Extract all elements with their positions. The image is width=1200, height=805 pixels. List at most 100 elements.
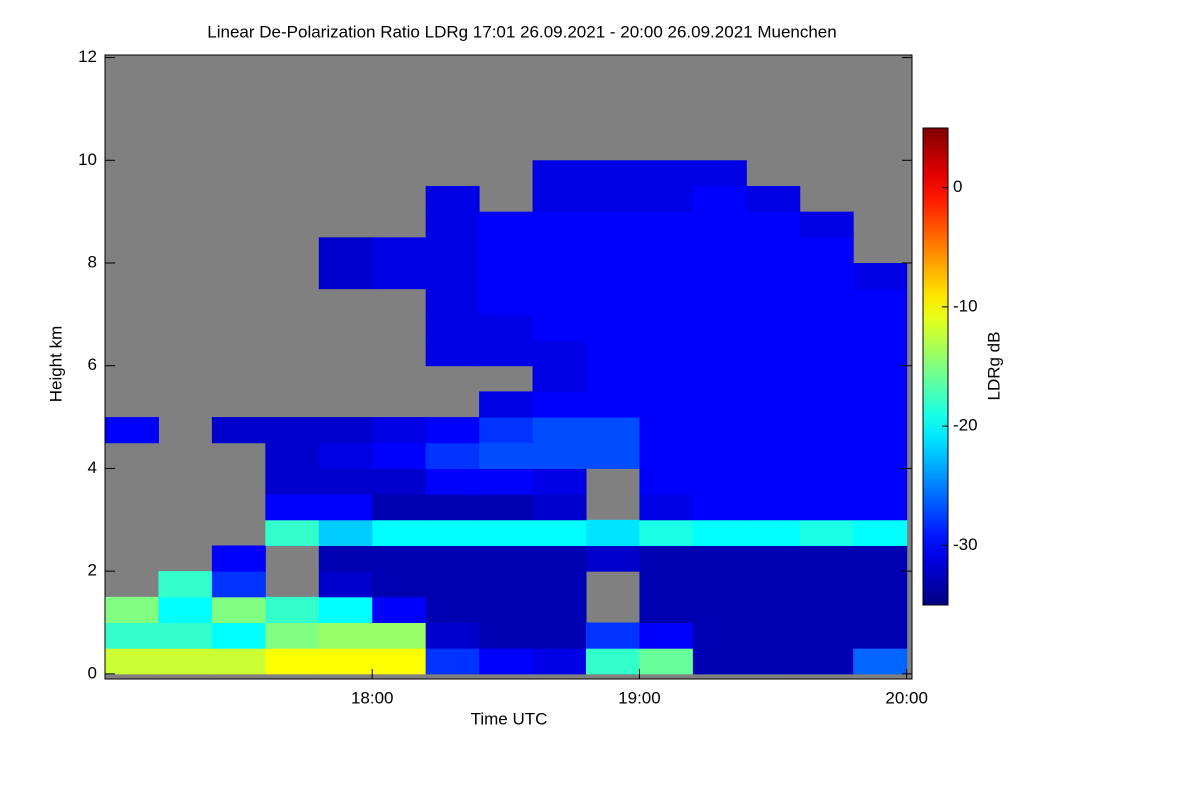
heatmap-cell [799,494,854,521]
heatmap-cell [265,596,320,624]
heatmap-cell [853,314,908,341]
heatmap-cell [585,211,640,238]
heatmap-cell [799,571,854,598]
heatmap-cell [479,211,534,238]
heatmap-cell [318,237,373,264]
x-axis-label: Time UTC [471,709,548,728]
heatmap-cell [479,596,534,624]
heatmap-cell [692,288,747,315]
heatmap-cell [746,417,801,444]
heatmap-cell [318,494,373,521]
heatmap-cell [799,468,854,495]
heatmap-cell [425,263,480,290]
heatmap-cell [211,622,266,649]
heatmap-cell [692,340,747,367]
heatmap-cell [425,519,480,546]
heatmap-cell [639,571,694,598]
heatmap-cell [853,417,908,444]
heatmap-cell [425,442,480,469]
heatmap-cell [692,596,747,624]
heatmap-cell [211,571,266,598]
heatmap-cell [425,340,480,367]
heatmap-cell [585,160,640,187]
heatmap-cell [105,648,159,675]
heatmap-cell [746,622,801,649]
heatmap-cell [639,519,694,546]
heatmap-cell [799,442,854,469]
y-axis-label: Height km [46,326,65,403]
heatmap-cell [425,468,480,495]
heatmap-cell [532,185,587,213]
heatmap-cell [105,417,159,444]
colorbar-tick-label: -20 [953,416,978,435]
chart-title: Linear De-Polarization Ratio LDRg 17:01 … [207,22,836,41]
heatmap-cell [853,545,908,572]
heatmap-cell [265,468,320,495]
heatmap-cell [746,340,801,367]
heatmap-cell [372,468,427,495]
heatmap-cell [853,391,908,418]
heatmap-cell [853,340,908,367]
heatmap-cell [372,622,427,649]
heatmap-cell [746,237,801,264]
heatmap-cell [265,417,320,444]
heatmap-cell [639,211,694,238]
heatmap-cell [692,622,747,649]
heatmap-cell [585,391,640,418]
heatmap-cell [479,545,534,572]
heatmap-cell [853,288,908,315]
colorbar-tick-label: 0 [953,177,962,196]
heatmap-cell [425,314,480,341]
heatmap-cell [746,442,801,469]
heatmap-cell [479,468,534,495]
heatmap-cell [692,237,747,264]
heatmap-cell [585,442,640,469]
heatmap-cell [211,596,266,624]
heatmap-cell [853,571,908,598]
heatmap-cell [853,622,908,649]
heatmap-cell [585,340,640,367]
heatmap-cell [425,211,480,238]
heatmap-cell [585,185,640,213]
heatmap-cell [799,365,854,392]
heatmap-cell [853,596,908,624]
heatmap-cell [799,622,854,649]
heatmap-cell [799,314,854,341]
heatmap-cell [318,417,373,444]
heatmap-cell [532,417,587,444]
heatmap-cell [585,648,640,675]
heatmap-cell [799,545,854,572]
heatmap-cell [425,185,480,213]
heatmap-cell [532,596,587,624]
heatmap-cell [372,417,427,444]
heatmap-cell [372,519,427,546]
heatmap-cell [799,648,854,675]
heatmap-cell [585,417,640,444]
heatmap-cell [853,519,908,546]
heatmap-cell [479,391,534,418]
heatmap-cell [853,494,908,521]
heatmap-cell [746,185,801,213]
heatmap-cell [639,545,694,572]
heatmap-cell [372,263,427,290]
heatmap-cell [532,648,587,675]
heatmap-cell [532,519,587,546]
heatmap-cell [425,417,480,444]
heatmap-cell [746,288,801,315]
heatmap-cell [265,442,320,469]
heatmap-cell [211,417,266,444]
heatmap-cell [425,237,480,264]
heatmap-cell [746,596,801,624]
heatmap-cell [532,442,587,469]
heatmap-cell [639,185,694,213]
heatmap-cell [799,237,854,264]
heatmap-cell [372,571,427,598]
y-tick-label: 6 [88,355,97,374]
heatmap-cell [799,519,854,546]
heatmap-cell [479,417,534,444]
x-tick-label: 20:00 [885,688,928,707]
heatmap-cell [746,648,801,675]
heatmap-cell [585,545,640,572]
y-tick-label: 0 [88,663,97,682]
